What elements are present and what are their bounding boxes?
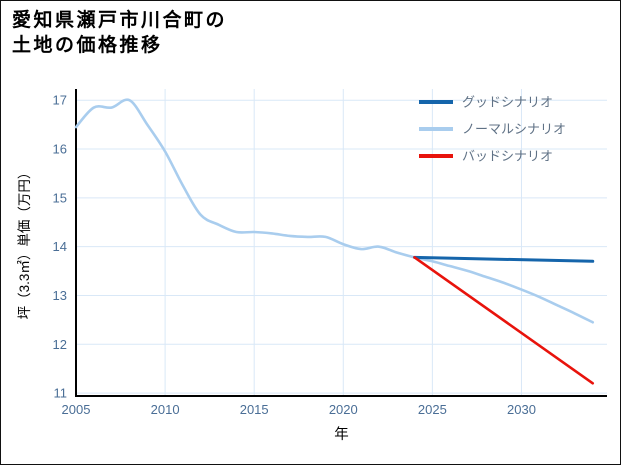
x-tick-label: 2005	[62, 402, 91, 417]
legend-label-2: バッドシナリオ	[462, 149, 553, 164]
y-tick-label: 11	[54, 386, 68, 401]
legend-label-1: ノーマルシナリオ	[462, 122, 566, 137]
y-tick-label: 17	[53, 93, 67, 108]
chart-title-line-1: 愛知県瀬戸市川合町の	[12, 10, 228, 31]
y-axis-title: 坪（3.3㎡）単価（万円）	[17, 166, 32, 320]
series-normal-scenario-line	[74, 98, 595, 324]
chart-title-line-2: 土地の価格推移	[12, 34, 163, 56]
y-tick-label: 14	[53, 239, 67, 254]
y-tick-label: 16	[53, 142, 67, 157]
x-tick-label: 2030	[507, 402, 536, 417]
chart-title: 愛知県瀬戸市川合町の 土地の価格推移	[12, 9, 227, 58]
legend-label-0: グッドシナリオ	[462, 95, 553, 110]
series-good-scenario-line	[413, 255, 595, 263]
y-tick-label: 15	[53, 190, 67, 205]
x-axis-title: 年	[334, 426, 349, 443]
x-tick-label: 2015	[240, 402, 269, 417]
y-tick-label: 13	[53, 288, 67, 303]
x-tick-label: 2010	[151, 402, 180, 417]
series-bad-scenario-line	[413, 256, 595, 385]
x-tick-label: 2025	[418, 402, 447, 417]
x-tick-label: 2020	[329, 402, 358, 417]
y-tick-label: 12	[53, 337, 67, 352]
